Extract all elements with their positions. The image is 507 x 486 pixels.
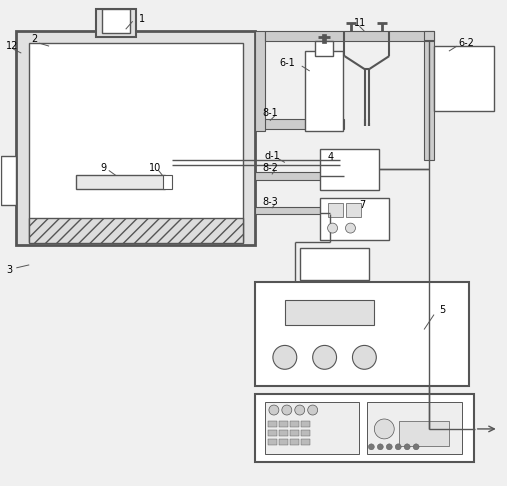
Text: 6-2: 6-2 <box>459 38 475 48</box>
Bar <box>399 421 449 446</box>
Bar <box>315 41 333 56</box>
Bar <box>163 175 172 190</box>
Bar <box>321 34 325 43</box>
Circle shape <box>313 346 337 369</box>
Circle shape <box>369 444 374 450</box>
Bar <box>368 402 462 454</box>
Circle shape <box>328 223 338 233</box>
Circle shape <box>377 444 383 450</box>
Bar <box>268 439 277 445</box>
Bar <box>434 46 494 111</box>
Bar <box>301 430 310 436</box>
Text: 1: 1 <box>138 14 145 24</box>
Circle shape <box>282 405 292 415</box>
Text: 9: 9 <box>101 163 107 174</box>
Text: 8-3: 8-3 <box>262 197 278 207</box>
Text: 6-1: 6-1 <box>280 58 296 68</box>
Circle shape <box>295 405 305 415</box>
Text: d-1: d-1 <box>265 151 281 160</box>
Text: 3: 3 <box>7 265 13 275</box>
Bar <box>279 430 288 436</box>
Bar <box>268 430 277 436</box>
Circle shape <box>404 444 410 450</box>
Bar <box>265 402 359 454</box>
Bar <box>290 430 299 436</box>
Circle shape <box>374 419 394 439</box>
Bar <box>16 31 255 245</box>
Circle shape <box>345 223 355 233</box>
Bar <box>424 31 434 160</box>
Bar <box>268 421 277 427</box>
Circle shape <box>269 405 279 415</box>
Bar <box>2 156 16 205</box>
Bar <box>265 31 434 41</box>
Bar <box>279 421 288 427</box>
Circle shape <box>308 405 318 415</box>
Bar <box>102 9 130 33</box>
Text: 11: 11 <box>354 18 367 28</box>
Bar <box>96 9 136 37</box>
Text: 8-2: 8-2 <box>262 163 278 174</box>
Bar <box>29 218 243 243</box>
Circle shape <box>352 346 376 369</box>
Text: 5: 5 <box>439 305 445 314</box>
Text: 2: 2 <box>31 34 38 44</box>
Bar <box>328 203 343 217</box>
Bar <box>300 248 370 280</box>
Text: 10: 10 <box>149 163 161 174</box>
Bar <box>301 421 310 427</box>
Circle shape <box>395 444 401 450</box>
Bar <box>255 394 474 462</box>
Bar <box>285 300 374 325</box>
Bar <box>255 207 330 214</box>
Bar <box>301 439 310 445</box>
Bar <box>290 421 299 427</box>
Circle shape <box>273 346 297 369</box>
Bar <box>319 149 379 191</box>
Bar <box>279 439 288 445</box>
Bar <box>305 51 343 131</box>
Text: 4: 4 <box>328 153 334 162</box>
Bar <box>255 282 469 386</box>
Bar <box>29 43 243 242</box>
Circle shape <box>386 444 392 450</box>
Text: 12: 12 <box>7 41 19 51</box>
Text: 8-1: 8-1 <box>262 108 278 118</box>
Circle shape <box>413 444 419 450</box>
Bar <box>319 198 389 240</box>
Bar <box>255 119 344 129</box>
Bar <box>255 173 344 180</box>
Bar <box>346 203 361 217</box>
Bar <box>76 175 165 190</box>
Bar <box>255 31 265 131</box>
Bar <box>290 439 299 445</box>
Text: 7: 7 <box>359 200 366 210</box>
